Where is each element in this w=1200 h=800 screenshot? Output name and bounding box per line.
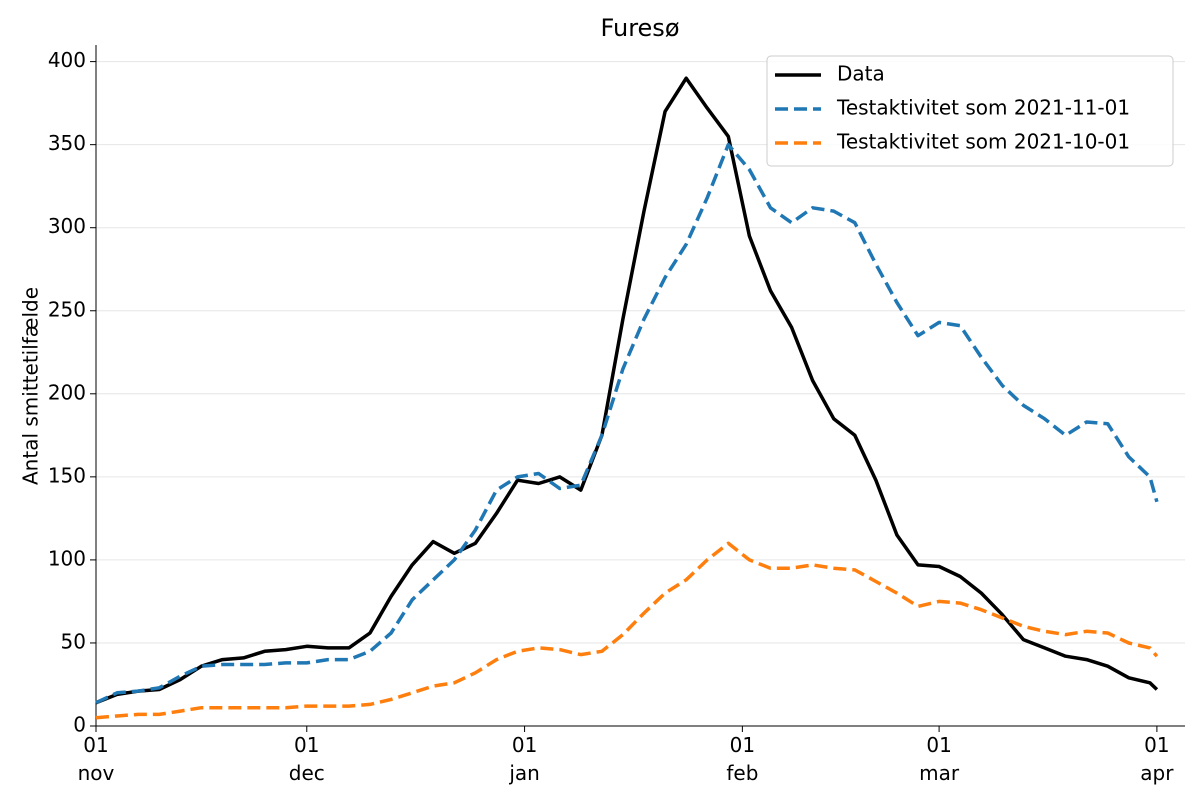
legend-label: Testaktivitet som 2021-10-01 — [836, 130, 1130, 154]
chart-title: Furesø — [601, 14, 680, 42]
legend-label: Data — [837, 62, 885, 86]
legend: Data Testaktivitet som 2021-11-01 Testakti… — [766, 55, 1174, 167]
legend-label: Testaktivitet som 2021-11-01 — [836, 96, 1130, 120]
y-tick-label: 150 — [48, 463, 86, 487]
y-tick-label: 350 — [48, 131, 86, 155]
y-tick-label: 200 — [48, 380, 86, 404]
x-tick-label: 01 mar — [919, 733, 960, 785]
y-tick-label: 300 — [48, 214, 86, 238]
x-tick-label: 01 nov — [78, 733, 115, 785]
x-tick-label: 01 apr — [1140, 733, 1174, 785]
x-tick-label: 01 jan — [508, 733, 540, 785]
y-tick-label: 100 — [48, 546, 86, 570]
x-tick-label: 01 feb — [726, 733, 758, 785]
legend-box — [766, 55, 1174, 167]
data-line — [95, 76, 1159, 705]
y-axis-label: Antal smittetilfælde — [19, 287, 43, 485]
y-tick-label: 50 — [61, 629, 86, 653]
x-tick-label: 01 dec — [289, 733, 325, 785]
data-line — [95, 142, 1159, 705]
y-tick-label: 400 — [48, 48, 86, 72]
y-tick-label: 250 — [48, 297, 86, 321]
data-line — [95, 541, 1159, 720]
y-tick-label: 0 — [73, 713, 86, 737]
